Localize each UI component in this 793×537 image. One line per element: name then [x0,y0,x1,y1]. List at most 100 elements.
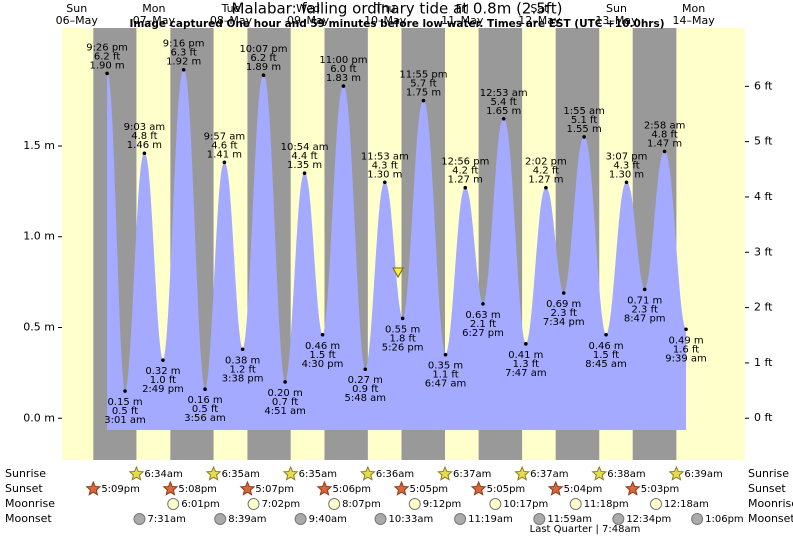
extreme-time: 1:55 am [563,106,605,117]
extreme-height-ft: 4.3 ft [613,160,639,171]
extreme-time: 2:49 pm [142,384,184,395]
extreme-height-ft: 1.1 ft [432,370,458,381]
extreme-height-m: 1.27 m [528,175,563,186]
extreme-point [582,135,586,139]
extreme-height-m: 0.46 m [305,341,340,352]
sunset-icon [316,480,333,496]
extreme-height-m: 0.27 m [348,375,383,386]
extreme-height-ft: 5.1 ft [571,115,597,126]
extreme-point [123,389,127,393]
moonset-icon [533,513,546,525]
sunrise-icon [128,465,145,481]
moonrise-icon [167,498,180,510]
moonrise-time: 12:18am [664,499,709,510]
extreme-point [642,287,647,292]
extreme-time: 7:47 am [505,368,547,379]
moonset-icon [612,513,625,525]
extreme-point [161,358,165,362]
extreme-time: 6:27 pm [462,328,504,339]
extreme-point [240,347,245,352]
date-label: 10–May [364,14,407,27]
extreme-height-m: 0.55 m [385,324,420,335]
sunset-icon [85,480,102,496]
moonrise-time: 8:07pm [342,499,381,510]
row-label: Sunset [748,482,786,495]
extreme-point [400,316,405,321]
foreground: 1.90 m6.2 ft9:26 pm0.15 m0.5 ft3:01 am1.… [5,2,793,535]
extreme-height-m: 1.30 m [367,169,402,180]
extreme-point [142,151,147,156]
sunset-icon [547,480,564,496]
extreme-point [481,302,485,306]
weekday-label: Sun [66,2,87,15]
date-label: 12–May [518,14,561,27]
extreme-point [443,352,448,357]
extreme-time: 11:53 am [361,151,409,162]
extreme-point [105,71,109,76]
extreme-time: 2:02 pm [525,157,567,168]
y2-tick-label: 2 ft [754,301,773,314]
extreme-height-ft: 5.7 ft [410,79,436,90]
extreme-height-ft: 6.2 ft [250,53,276,64]
extreme-height-m: 0.38 m [225,355,260,366]
extreme-height-ft: 4.8 ft [131,131,157,142]
extreme-time: 3:01 am [104,415,146,426]
extreme-time: 4:51 am [264,406,306,417]
extreme-height-m: 1.75 m [406,88,441,99]
extreme-height-ft: 6.2 ft [94,51,120,62]
extreme-height-m: 1.35 m [287,160,322,171]
extreme-time: 5:26 pm [382,342,424,353]
extreme-height-m: 0.32 m [145,366,180,377]
weekday-label: Mon [142,2,165,15]
sunset-time: 5:07pm [255,484,294,495]
date-label: 07–May [133,14,176,27]
moonrise-icon [408,498,421,510]
y2-tick-label: 1 ft [754,356,773,369]
extreme-height-m: 0.46 m [588,341,623,352]
sunrise-icon [282,465,299,481]
sunrise-time: 6:39am [684,469,722,480]
extreme-height-ft: 0.5 ft [112,406,138,417]
extreme-height-m: 1.92 m [166,57,201,68]
extreme-height-ft: 0.7 ft [272,397,298,408]
extreme-height-ft: 1.8 ft [389,333,415,344]
sunset-icon [162,480,179,496]
extreme-point [524,342,528,346]
extreme-point [624,180,629,185]
moonset-icon [691,513,704,525]
extreme-time: 8:45 am [585,359,627,370]
extreme-height-m: 0.63 m [465,310,500,321]
extreme-height-m: 1.41 m [207,149,242,160]
weekday-label: Sat [530,2,549,15]
sunrise-time: 6:34am [144,469,182,480]
extreme-height-m: 0.71 m [627,295,662,306]
sunset-time: 5:05pm [410,484,449,495]
y2-tick-label: 3 ft [754,245,773,258]
extreme-time: 10:07 pm [239,44,287,55]
extreme-height-ft: 4.2 ft [452,166,478,177]
moonrise-icon [328,498,341,510]
row-label: Moonrise [5,497,55,510]
date-label: 06–May [56,14,99,27]
weekday-label: Thu [374,2,396,15]
extreme-point [261,73,266,77]
extreme-height-ft: 4.4 ft [291,151,317,162]
extreme-time: 7:34 pm [543,317,585,328]
extreme-time: 6:47 am [425,379,467,390]
extreme-height-m: 1.55 m [567,124,602,135]
extreme-height-m: 1.90 m [89,60,124,71]
sunset-time: 5:05pm [487,484,526,495]
extreme-point [302,171,307,176]
extreme-height-m: 1.83 m [326,73,361,84]
sunset-time: 5:09pm [101,484,140,495]
extreme-height-ft: 0.9 ft [352,384,378,395]
moonset-icon [374,513,387,525]
sunset-icon [239,480,256,496]
date-label: 14–May [672,14,715,27]
extreme-point [363,367,368,372]
date-label: 11–May [441,14,484,27]
extreme-point [501,116,506,121]
extreme-point [544,185,548,190]
sunset-icon [470,480,487,496]
extreme-height-m: 1.89 m [246,62,281,73]
